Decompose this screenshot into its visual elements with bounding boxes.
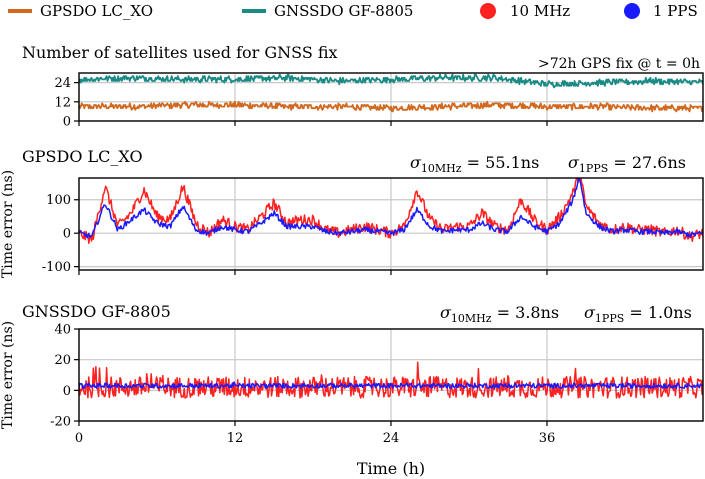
- series-line-pps1: [79, 178, 703, 239]
- panel1-note: >72h GPS fix @ t = 0h: [538, 56, 700, 72]
- sigma-symbol: σ: [568, 153, 580, 172]
- legend-swatch-10mhz: [480, 3, 496, 19]
- val-10mhz: = 55.1ns: [462, 153, 540, 172]
- panel3-title: GNSSDO GF-8805: [22, 302, 171, 321]
- val-1pps: = 1.0ns: [624, 303, 692, 322]
- legend: GPSDO LC_XO GNSSDO GF-8805 10 MHz 1 PPS: [8, 2, 698, 20]
- y-tick-label: 100: [46, 193, 71, 208]
- sigma-symbol: σ: [584, 303, 596, 322]
- y-tick-label: 12: [54, 95, 71, 110]
- series-line-pps1: [79, 381, 703, 389]
- y-tick-label: -20: [50, 415, 71, 430]
- panel1-plot: 0 12 24: [54, 72, 704, 130]
- x-tick-label: 36: [539, 431, 556, 446]
- y-axis-label: Time error (ns): [0, 321, 16, 429]
- series-line-gf8805: [79, 73, 703, 89]
- series-group: [79, 361, 703, 399]
- sub-1pps: 1PPS: [595, 312, 624, 325]
- x-tick-label: 0: [75, 431, 83, 446]
- panel3-plot: -20 0 20 40 0 12 24 36 Time error (ns): [0, 321, 704, 446]
- legend-swatch-1pps: [624, 3, 640, 19]
- panel2-sigma-1pps: σ1PPS = 27.6ns: [568, 153, 686, 175]
- panel2-sigma-10mhz: σ10MHz = 55.1ns: [410, 153, 539, 175]
- panel2-title: GPSDO LC_XO: [22, 147, 143, 166]
- y-tick-label: 24: [54, 76, 71, 91]
- y-tick-label: 40: [54, 323, 71, 338]
- y-tick-label: 0: [63, 384, 71, 399]
- legend-label-1pps: 1 PPS: [653, 2, 698, 20]
- x-tick-label: 12: [227, 431, 244, 446]
- y-tick-label: 0: [63, 227, 71, 242]
- panel1-title: Number of satellites used for GNSS fix: [22, 43, 338, 62]
- y-tick-label: 20: [54, 353, 71, 368]
- legend-label-gf8805: GNSSDO GF-8805: [274, 2, 413, 20]
- val-1pps: = 27.6ns: [608, 153, 686, 172]
- y-tick-label: -100: [42, 260, 71, 275]
- sub-10mhz: 10MHz: [451, 312, 492, 325]
- y-axis-label: Time error (ns): [0, 170, 16, 278]
- series-line-lcxo: [79, 100, 703, 113]
- legend-label-10mhz: 10 MHz: [510, 2, 570, 20]
- sigma-symbol: σ: [410, 153, 422, 172]
- x-axis-label: Time (h): [357, 459, 425, 478]
- sub-10mhz: 10MHz: [421, 162, 462, 175]
- panel3-sigma-1pps: σ1PPS = 1.0ns: [584, 303, 692, 325]
- x-tick-label: 24: [383, 431, 400, 446]
- series-group: [79, 73, 703, 113]
- panel3-sigma-10mhz: σ10MHz = 3.8ns: [440, 303, 559, 325]
- sub-1pps: 1PPS: [579, 162, 608, 175]
- series-group: [79, 178, 703, 245]
- sigma-symbol: σ: [440, 303, 452, 322]
- panel2-plot: -100 0 100 Time error (ns): [0, 170, 704, 278]
- y-tick-label: 0: [63, 115, 71, 130]
- legend-label-lcxo: GPSDO LC_XO: [40, 2, 153, 20]
- val-10mhz: = 3.8ns: [492, 303, 560, 322]
